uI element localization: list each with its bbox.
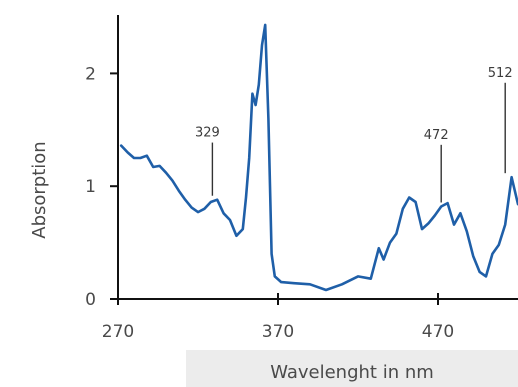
x-tick-label: 370	[262, 322, 294, 342]
x-axis-title: Wavelenght in nm	[270, 362, 434, 383]
annotation-label: 512	[488, 66, 513, 81]
x-tick-label: 470	[422, 322, 454, 342]
annotation-label: 329	[195, 126, 220, 141]
x-tick-label: 270	[102, 322, 134, 342]
y-tick-label: 2	[85, 64, 96, 84]
series-line	[119, 23, 518, 292]
y-axis-title: Absorption	[29, 141, 50, 238]
y-tick-label: 0	[85, 290, 96, 310]
xlabel-box	[186, 350, 518, 387]
y-tick-label: 1	[85, 177, 96, 197]
annotation-label: 472	[424, 128, 449, 143]
